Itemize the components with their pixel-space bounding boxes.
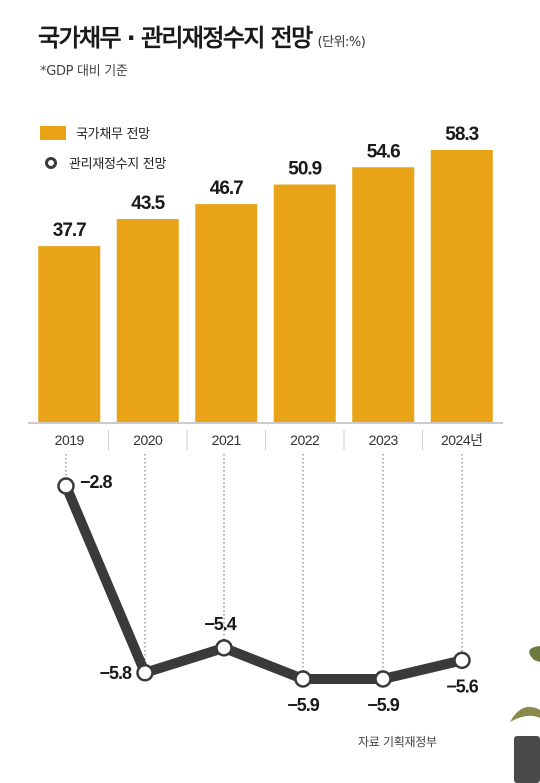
legend-label-balance: 관리재정수지 전망 bbox=[69, 157, 167, 172]
bar-value-label-2: 46.7 bbox=[210, 178, 243, 199]
bar-5 bbox=[430, 150, 493, 422]
subtitle: *GDP 대비 기준 bbox=[40, 64, 128, 79]
balance-marker-3 bbox=[294, 670, 312, 688]
balance-value-label-2: −5.4 bbox=[204, 614, 237, 634]
legend-line-swatch bbox=[45, 156, 57, 169]
x-tick-label-2: 2021 bbox=[212, 432, 242, 448]
balance-value-label-5: −5.6 bbox=[446, 676, 479, 696]
legend-bar-swatch bbox=[40, 125, 66, 140]
x-tick-label-1: 2020 bbox=[133, 432, 163, 448]
balance-marker-2 bbox=[215, 639, 233, 657]
balance-value-label-4: −5.9 bbox=[367, 695, 400, 715]
x-tick-label-5: 2024년 bbox=[441, 432, 483, 448]
bar-0 bbox=[38, 246, 101, 422]
balance-value-label-0: −2.8 bbox=[80, 472, 113, 492]
balance-marker-1 bbox=[136, 664, 154, 682]
bar-value-label-5: 58.3 bbox=[445, 124, 478, 145]
balance-value-label-3: −5.9 bbox=[287, 695, 320, 715]
bar-4 bbox=[352, 167, 415, 422]
bar-value-label-3: 50.9 bbox=[288, 159, 321, 180]
x-tick-label-4: 2023 bbox=[369, 432, 399, 448]
chart-title: 국가채무 · 관리재정수지 전망 bbox=[38, 24, 313, 52]
balance-marker-4 bbox=[374, 670, 392, 688]
bar-1 bbox=[116, 219, 179, 422]
balance-line bbox=[61, 481, 467, 684]
bar-value-label-0: 37.7 bbox=[53, 220, 86, 241]
balance-marker-5 bbox=[453, 651, 471, 670]
bar-3 bbox=[273, 184, 336, 422]
plant-decoration bbox=[510, 646, 540, 783]
x-tick-label-0: 2019 bbox=[55, 432, 85, 448]
legend-item-debt: 국가채무 전망 bbox=[40, 123, 150, 142]
balance-marker-0 bbox=[57, 477, 75, 495]
bar-value-label-1: 43.5 bbox=[131, 193, 165, 214]
x-tick-label-3: 2022 bbox=[290, 432, 320, 448]
bar-2 bbox=[195, 204, 258, 422]
legend-item-balance: 관리재정수지 전망 bbox=[40, 153, 166, 172]
bar-value-label-4: 54.6 bbox=[367, 141, 400, 162]
balance-value-label-1: −5.8 bbox=[99, 663, 132, 683]
legend-label-debt: 국가채무 전망 bbox=[76, 127, 150, 142]
unit-label: (단위:%) bbox=[317, 35, 366, 50]
source-note: 자료 기획재정부 bbox=[358, 735, 437, 749]
